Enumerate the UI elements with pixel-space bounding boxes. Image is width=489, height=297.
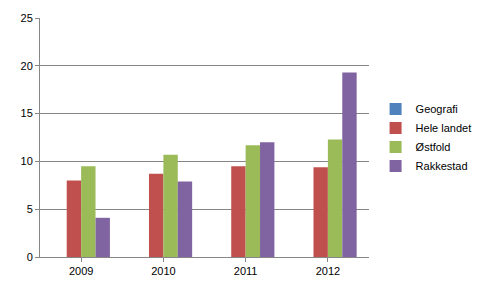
svg-text:2010: 2010 [151, 265, 175, 277]
svg-text:0: 0 [27, 251, 33, 263]
svg-text:2009: 2009 [69, 265, 93, 277]
svg-text:Geografi: Geografi [416, 103, 458, 115]
svg-text:10: 10 [21, 155, 33, 167]
svg-text:Rakkestad: Rakkestad [416, 160, 468, 172]
svg-text:Hele landet: Hele landet [416, 122, 472, 134]
svg-text:2011: 2011 [234, 265, 258, 277]
svg-text:20: 20 [21, 60, 33, 72]
svg-text:5: 5 [27, 203, 33, 215]
svg-text:25: 25 [21, 12, 33, 24]
svg-text:Østfold: Østfold [416, 141, 451, 153]
svg-text:2012: 2012 [316, 265, 340, 277]
svg-text:15: 15 [21, 107, 33, 119]
